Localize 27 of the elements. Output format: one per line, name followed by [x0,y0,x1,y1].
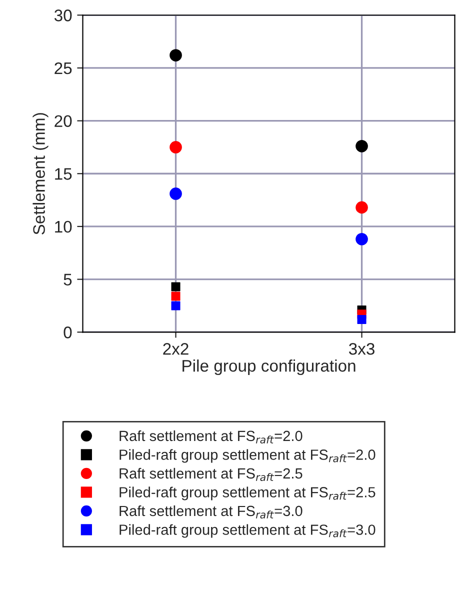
y-tick-label: 25 [54,62,72,74]
point [170,141,182,154]
y-tick-label: 20 [54,115,72,127]
legend-label: Piled-raft group settlement at FS$_{raft}$=3.0 [120,524,376,538]
point [171,292,180,301]
point [171,301,180,310]
y-tick-label: 5 [64,274,72,286]
point [171,282,180,292]
point [170,49,182,62]
y-tick-label: 10 [55,220,72,233]
x-tick-label: 3x3 [348,343,374,355]
legend-label: Raft settlement at FS$_{raft}$=2.5 [120,468,302,482]
point [356,140,368,152]
legend-label: Piled-raft group settlement at FS$_{raft}$=2.0 [120,449,376,463]
y-axis-title: Settlement (mm) [32,113,48,234]
point [356,201,368,214]
x-axis-title: Pile group configuration [182,359,356,376]
legend-label: Raft settlement at FS$_{raft}$=3.0 [120,505,302,519]
x-tick-label: 2x2 [163,343,188,355]
point [357,314,366,324]
legend-label: Piled-raft group settlement at FS$_{raft}$=2.5 [120,486,376,500]
y-tick-label: 15 [55,168,72,180]
y-tick-label: 30 [54,10,72,22]
y-tick-label: 0 [64,326,72,338]
legend-label: Raft settlement at FS$_{raft}$=2.0 [120,430,302,444]
point [170,188,182,200]
point [356,232,368,246]
